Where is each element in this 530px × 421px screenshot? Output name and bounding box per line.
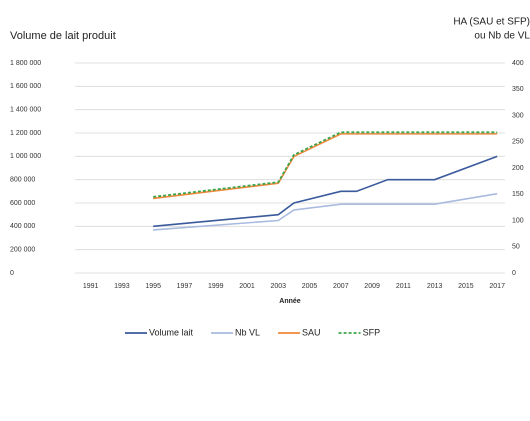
x-tick-label: 1999 [208, 283, 224, 290]
x-tick-label: 2009 [364, 283, 380, 290]
y-tick-label: 800 000 [10, 177, 35, 184]
legend-label: Nb VL [235, 327, 260, 337]
y2-tick-label: 50 [512, 244, 520, 251]
y-tick-label: 1 800 000 [10, 60, 41, 67]
legend-label: SAU [302, 327, 321, 337]
x-tick-label: 2017 [489, 283, 505, 290]
y-tick-label: 1 600 000 [10, 83, 41, 90]
y-tick-label: 600 000 [10, 200, 35, 207]
line-series [153, 133, 498, 200]
y2-tick-label: 100 [512, 217, 524, 224]
x-axis-label: Année [279, 298, 301, 305]
y-tick-label: 1 200 000 [10, 130, 41, 137]
y-tick-label: 0 [10, 270, 14, 277]
line-series [153, 155, 498, 228]
y2-tick-label: 350 [512, 86, 524, 93]
y-tick-label: 200 000 [10, 247, 35, 254]
y2-title: ou Nb de VL [474, 31, 530, 42]
legend-label: SFP [363, 327, 381, 337]
y2-tick-label: 300 [512, 112, 524, 119]
y2-tick-label: 150 [512, 191, 524, 198]
y2-tick-label: 250 [512, 139, 524, 146]
x-tick-label: 1995 [145, 283, 161, 290]
x-tick-label: 2001 [239, 283, 255, 290]
y2-tick-label: 400 [512, 60, 524, 67]
y2-tick-label: 200 [512, 165, 524, 172]
y2-title: HA (SAU et SFP) [453, 17, 530, 28]
x-tick-label: 1997 [177, 283, 193, 290]
x-tick-label: 2005 [302, 283, 318, 290]
x-tick-label: 1993 [114, 283, 130, 290]
x-tick-label: 2013 [427, 283, 443, 290]
line-series [153, 131, 498, 198]
x-tick-label: 2003 [270, 283, 286, 290]
x-tick-label: 2007 [333, 283, 349, 290]
legend-label: Volume lait [149, 327, 194, 337]
y-tick-label: 400 000 [10, 223, 35, 230]
chart-title: Volume de lait produit [10, 30, 116, 42]
x-tick-label: 2011 [396, 283, 411, 290]
y2-tick-label: 0 [512, 270, 516, 277]
x-tick-label: 2015 [458, 283, 474, 290]
x-tick-label: 1991 [83, 283, 99, 290]
y-tick-label: 1 400 000 [10, 107, 41, 114]
y-tick-label: 1 000 000 [10, 153, 41, 160]
line-series [153, 192, 498, 231]
